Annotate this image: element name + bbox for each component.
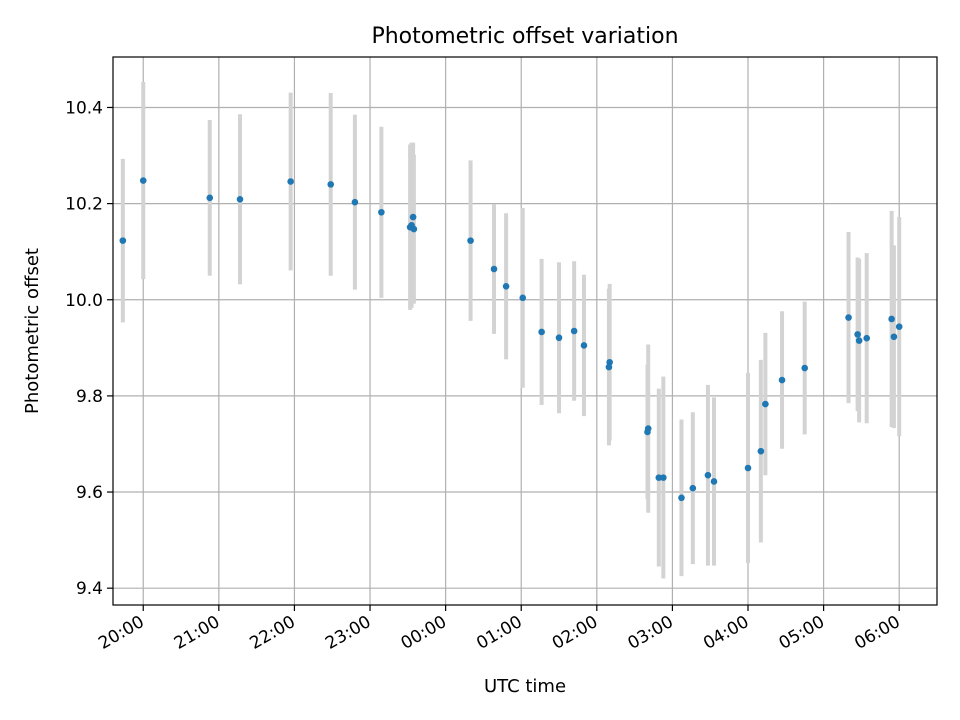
data-point bbox=[660, 474, 667, 481]
data-point bbox=[410, 225, 418, 233]
data-point bbox=[490, 265, 498, 273]
x-axis-label: UTC time bbox=[484, 676, 566, 697]
data-point bbox=[287, 178, 294, 185]
data-point bbox=[378, 208, 385, 216]
data-point bbox=[655, 474, 663, 481]
plot-area-frame bbox=[112, 56, 938, 606]
data-point bbox=[890, 333, 898, 341]
data-point bbox=[570, 327, 578, 335]
data-point bbox=[351, 198, 359, 206]
y-tick-label: 9.6 bbox=[76, 483, 103, 503]
data-point bbox=[119, 237, 127, 244]
data-point bbox=[519, 294, 527, 302]
y-tick-label: 10.4 bbox=[65, 98, 103, 118]
data-point bbox=[555, 334, 563, 342]
chart-title: Photometric offset variation bbox=[371, 24, 678, 49]
data-point bbox=[744, 464, 752, 472]
data-point bbox=[409, 213, 417, 221]
data-point bbox=[855, 337, 863, 344]
data-point bbox=[502, 282, 510, 290]
data-point bbox=[854, 331, 861, 338]
y-tick-label: 9.8 bbox=[76, 387, 103, 407]
y-axis-label: Photometric offset bbox=[22, 248, 43, 414]
data-point bbox=[139, 177, 147, 184]
data-point bbox=[704, 471, 712, 479]
y-tick-label: 9.4 bbox=[76, 579, 103, 599]
data-point bbox=[762, 400, 769, 408]
data-points bbox=[119, 177, 903, 502]
data-point bbox=[778, 376, 786, 384]
data-point bbox=[863, 334, 870, 342]
data-point bbox=[580, 342, 588, 349]
y-axis-ticks: 9.4 9.6 9.8 10.0 10.2 10.4 bbox=[65, 98, 113, 599]
data-point bbox=[689, 484, 697, 492]
data-point bbox=[845, 314, 852, 321]
data-point bbox=[888, 315, 895, 323]
data-point bbox=[206, 194, 214, 202]
data-point bbox=[327, 181, 335, 188]
data-point bbox=[710, 478, 718, 485]
data-point bbox=[757, 447, 765, 455]
data-point bbox=[801, 364, 809, 372]
data-point bbox=[538, 328, 545, 336]
y-tick-label: 10.0 bbox=[65, 291, 103, 311]
y-tick-label: 10.2 bbox=[65, 195, 103, 215]
data-point bbox=[895, 323, 903, 330]
data-point bbox=[467, 237, 474, 244]
data-point bbox=[236, 195, 244, 203]
data-point bbox=[605, 363, 613, 371]
data-point bbox=[644, 428, 651, 436]
data-point bbox=[678, 494, 685, 502]
